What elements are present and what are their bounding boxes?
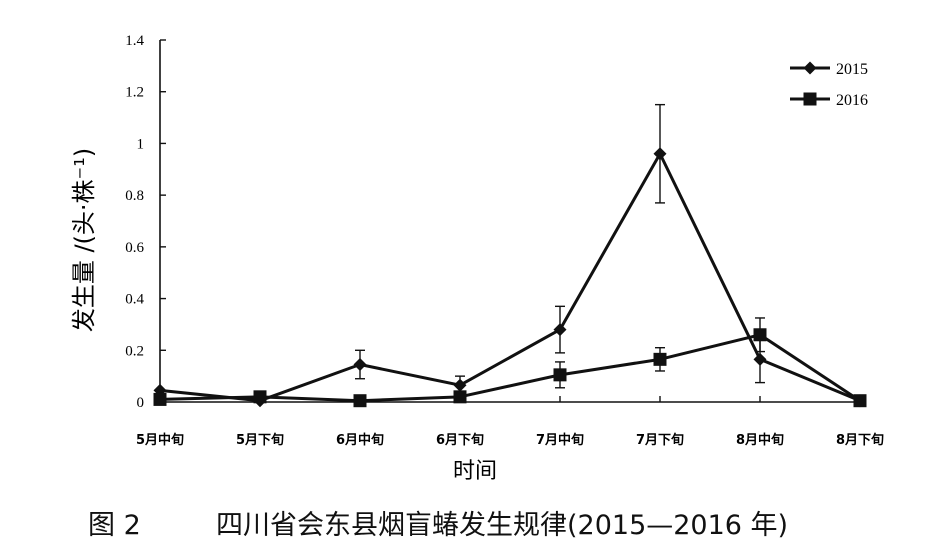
y-tick-label: 0.4 — [125, 292, 144, 308]
data-point-2015 — [553, 323, 567, 337]
legend-label-2015: 2015 — [836, 61, 868, 78]
data-point-2015 — [753, 352, 767, 366]
x-tick-label: 6月中旬 — [336, 432, 384, 448]
x-tick-label: 6月下旬 — [436, 432, 484, 448]
data-point-2016 — [153, 392, 167, 406]
series-line-2015 — [159, 152, 861, 403]
legend-marker-2015 — [803, 61, 817, 75]
x-axis-label: 时间 — [453, 459, 497, 484]
data-point-2015 — [453, 378, 467, 392]
x-tick-label: 5月中旬 — [136, 432, 184, 448]
x-axis-ticks: 5月中旬 5月下旬 6月中旬 6月下旬 7月中旬 7月下旬 8月中旬 8月下旬 — [136, 396, 884, 448]
y-tick-label: 0.8 — [125, 188, 144, 204]
data-point-2016 — [353, 394, 367, 408]
data-point-2016 — [853, 394, 867, 408]
x-tick-label: 8月下旬 — [836, 432, 884, 448]
axes — [159, 40, 860, 403]
figure-caption: 图 2 四川省会东县烟盲蝽发生规律(2015—2016 年) — [0, 499, 952, 543]
chart: 0 0.2 0.4 0.6 0.8 1 1.2 1.4 5月中旬 5月下旬 6月中旬 6月下旬 7月中… — [70, 33, 884, 484]
series-layer — [153, 103, 867, 408]
x-tick-label: 5月下旬 — [236, 432, 284, 448]
figure-number: 图 2 — [88, 510, 141, 541]
y-tick-label: 0 — [137, 395, 145, 411]
legend-label-2016: 2016 — [836, 92, 868, 109]
data-point-2016 — [453, 390, 467, 404]
data-point-2016 — [553, 368, 567, 382]
x-tick-label: 7月中旬 — [536, 432, 584, 448]
legend: 2015 2016 — [790, 61, 868, 109]
y-tick-label: 0.6 — [125, 240, 144, 256]
data-point-2015 — [353, 358, 367, 372]
data-point-2016 — [753, 328, 767, 342]
legend-marker-2016 — [803, 92, 817, 106]
y-tick-label: 1.4 — [125, 33, 144, 49]
y-tick-label: 1.2 — [125, 85, 144, 101]
y-axis-label: 发生量 /(头·株⁻¹) — [70, 148, 98, 332]
y-axis-ticks: 0 0.2 0.4 0.6 0.8 1 1.2 1.4 — [125, 33, 166, 411]
data-point-2015 — [653, 147, 667, 161]
x-tick-label: 8月中旬 — [736, 432, 784, 448]
x-tick-label: 7月下旬 — [636, 432, 684, 448]
y-tick-label: 1 — [137, 136, 145, 152]
y-tick-label: 0.2 — [125, 343, 144, 359]
series-line-2016 — [159, 333, 861, 403]
data-point-2016 — [253, 390, 267, 404]
figure-title: 四川省会东县烟盲蝽发生规律(2015—2016 年) — [216, 510, 789, 541]
series-2015 — [153, 103, 867, 408]
series-2016 — [153, 317, 867, 408]
data-point-2016 — [653, 352, 667, 366]
